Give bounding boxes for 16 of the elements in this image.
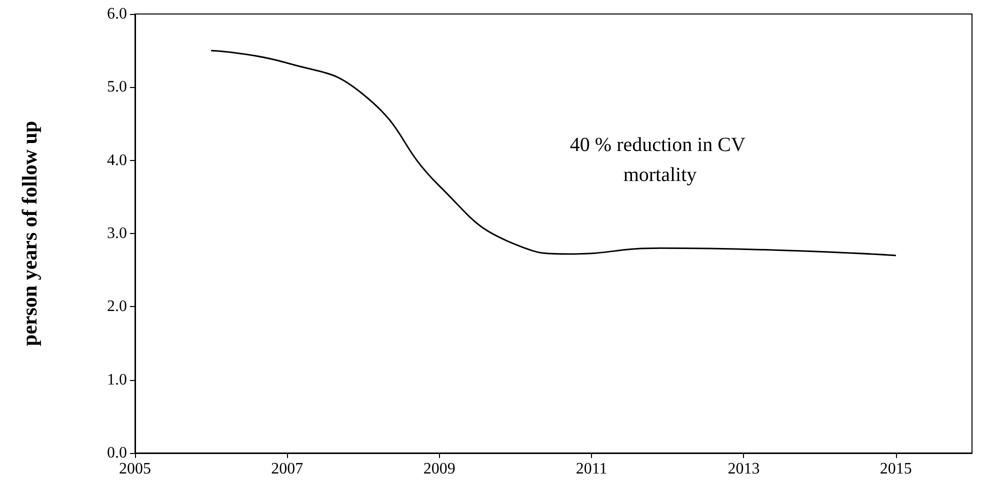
x-tick-label: 2011 <box>576 460 608 478</box>
line-series <box>210 50 897 256</box>
y-axis-title: person years of follow up <box>18 120 42 346</box>
x-tick-label: 2005 <box>119 460 151 478</box>
annotation: 40 % reduction in CV mortality <box>570 134 750 186</box>
x-tick-label: 2009 <box>423 460 456 478</box>
y-tick-label: 0.0 <box>107 444 127 462</box>
y-tick-label: 2.0 <box>107 298 127 316</box>
y-tick-label: 4.0 <box>107 152 127 169</box>
x-tick-label: 2013 <box>728 460 760 478</box>
y-tick-label: 3.0 <box>107 225 127 242</box>
x-tick-label: 2007 <box>271 460 304 478</box>
y-tick-label: 6.0 <box>107 6 127 22</box>
x-tick-label: 2015 <box>880 460 912 478</box>
y-tick-label: 1.0 <box>107 371 127 388</box>
y-tick-label: 5.0 <box>107 78 127 96</box>
